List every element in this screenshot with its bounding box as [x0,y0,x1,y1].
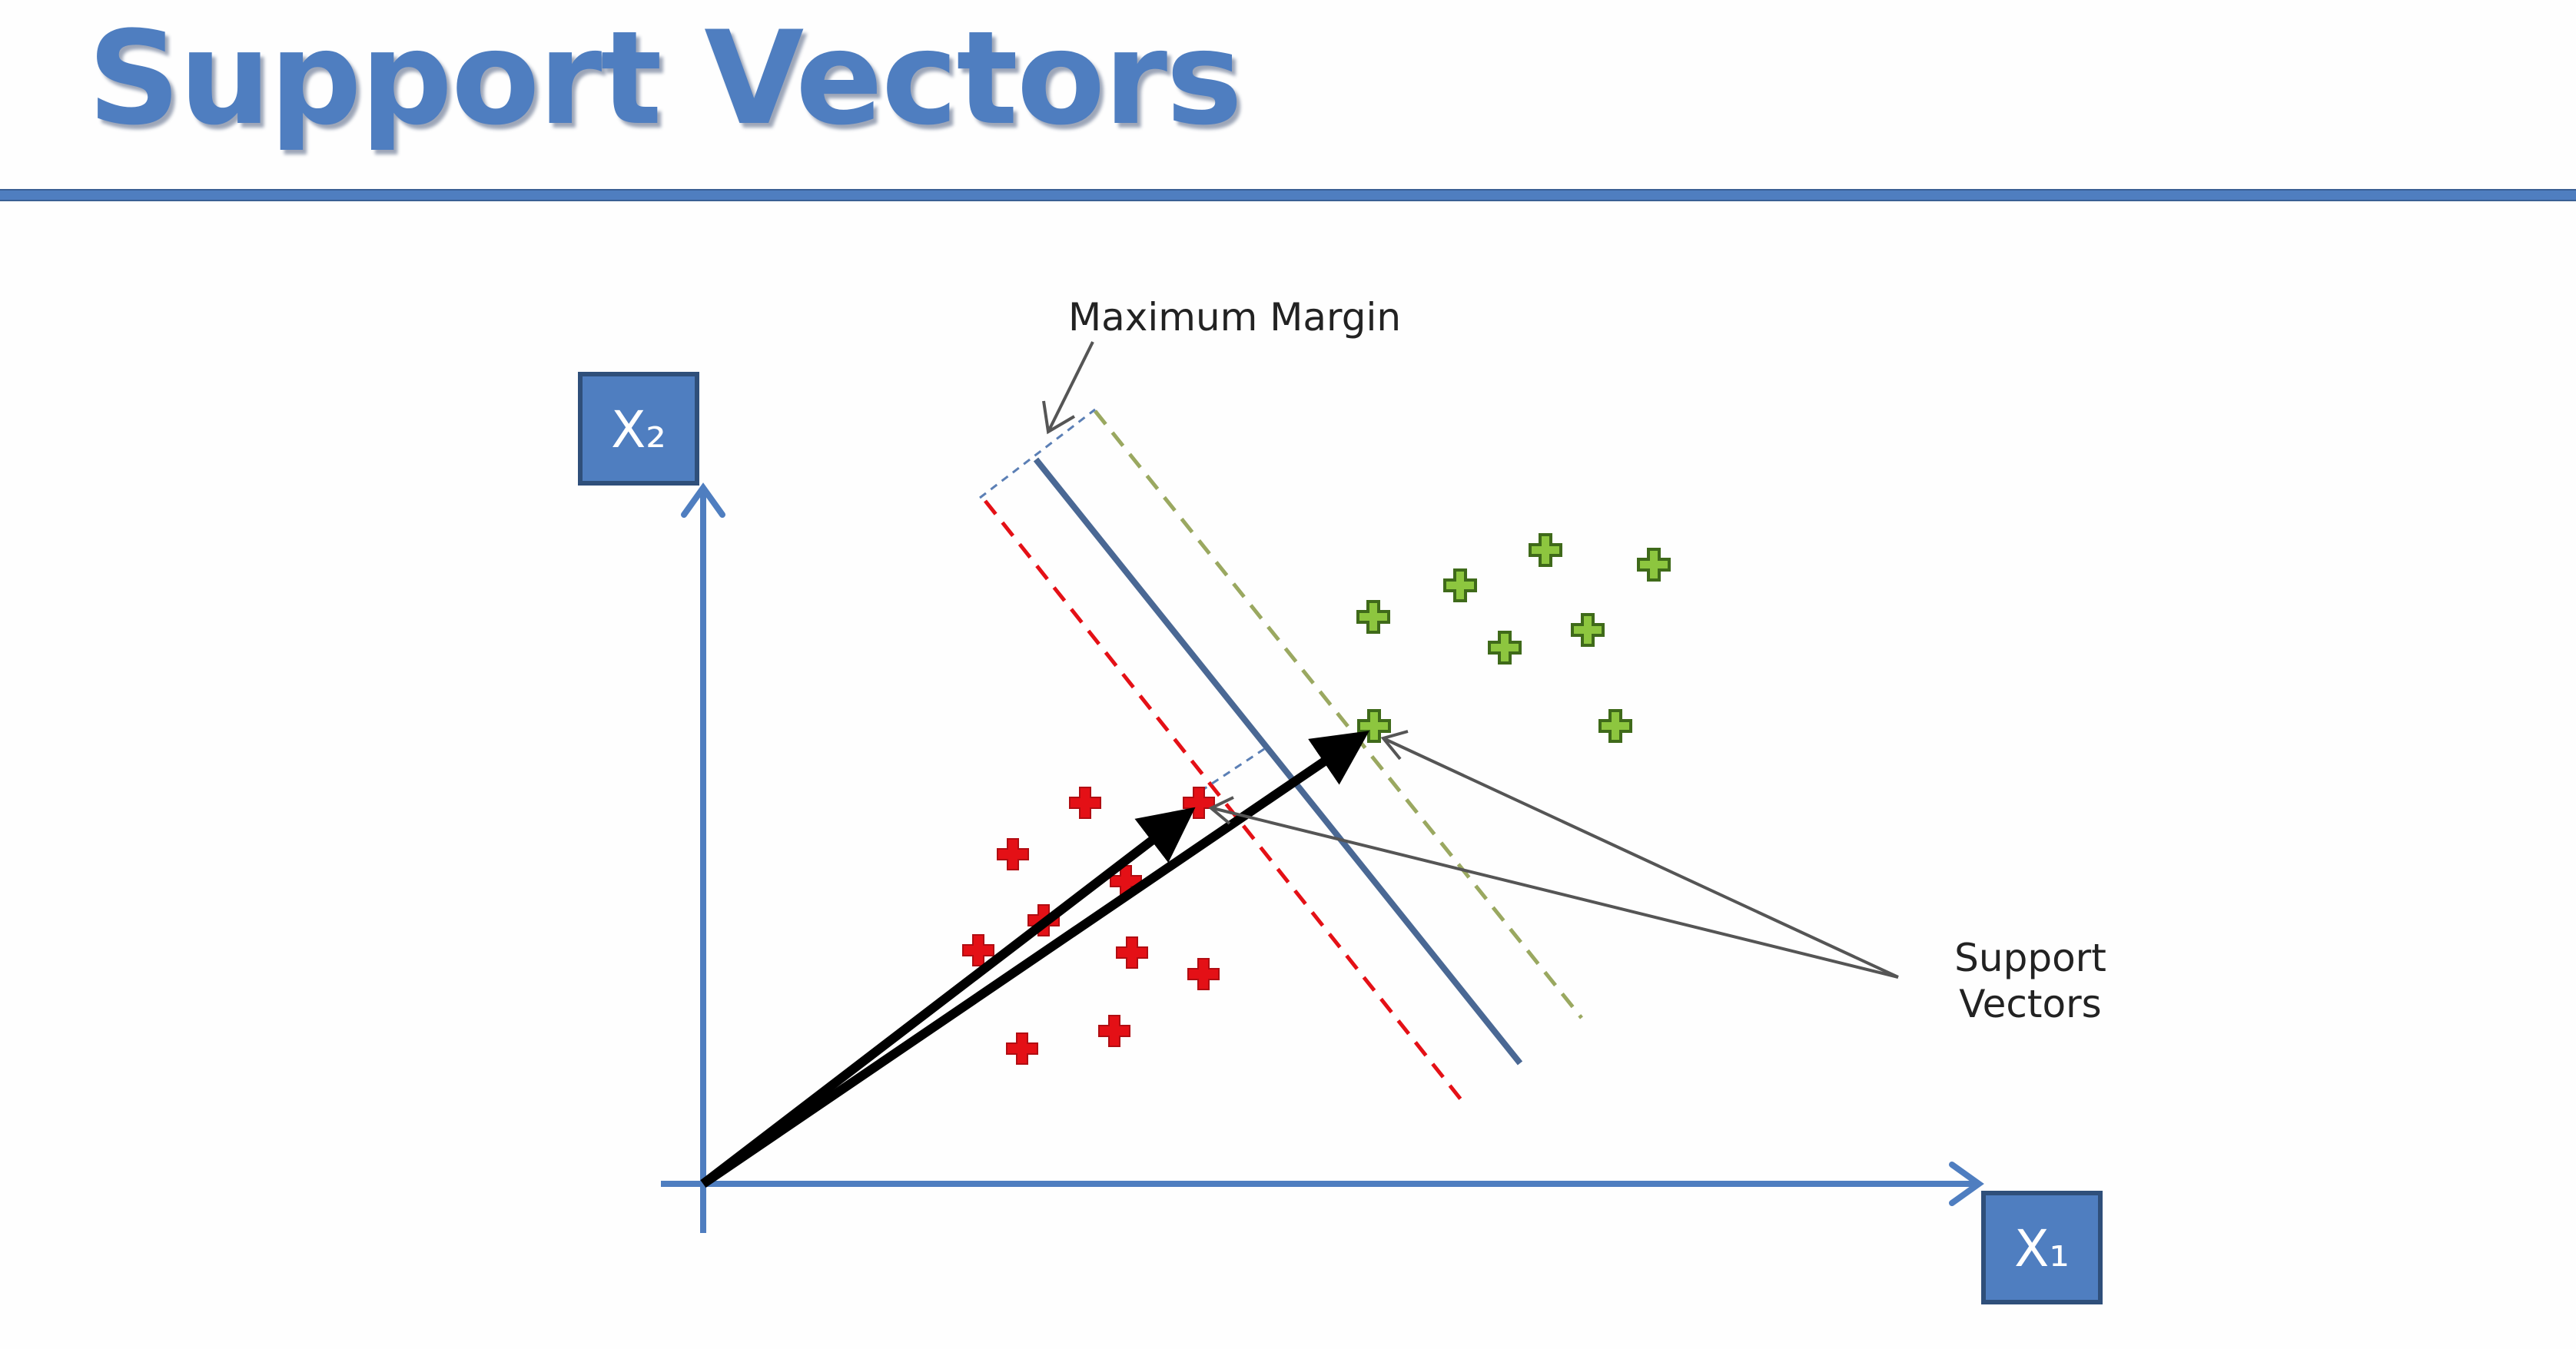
x1-label-box: X₁ [1981,1191,2103,1304]
support-vector-arrows [700,731,1369,1188]
x2-label: X₂ [611,400,666,459]
green-point [1637,548,1671,582]
green-point [1443,568,1477,602]
red-point [997,838,1029,870]
x1-axis [661,1162,1984,1206]
maximum-margin-pointer [1042,341,1094,435]
x2-label-box: X₂ [578,372,699,486]
red-point [1116,936,1148,969]
red-point [1006,1032,1038,1065]
vector-to-red-support [700,807,1196,1188]
green-margin-line [1094,409,1583,1019]
support-vectors-label-line1: Support [1954,936,2106,980]
green-point [1529,533,1562,567]
margin-width-top [979,408,1096,499]
red-point [1187,958,1220,990]
red-margin-line [984,499,1468,1108]
green-class-points [1356,533,1671,743]
red-point [1098,1015,1130,1047]
green-point [1571,613,1605,647]
green-point [1356,600,1390,634]
title-rule [0,189,2576,201]
vector-to-green-support [700,731,1369,1188]
slide-title: Support Vectors [88,3,1243,154]
support-vectors-pointers [1208,730,1899,979]
support-vectors-label-line2: Vectors [1959,982,2101,1026]
green-point [1598,709,1632,743]
red-point [1069,787,1101,819]
maximum-margin-label: Maximum Margin [1068,295,1401,340]
hyperplane [1033,457,1523,1066]
x1-label: X₁ [2014,1219,2070,1278]
green-point [1488,631,1522,665]
x2-axis [681,482,725,1233]
